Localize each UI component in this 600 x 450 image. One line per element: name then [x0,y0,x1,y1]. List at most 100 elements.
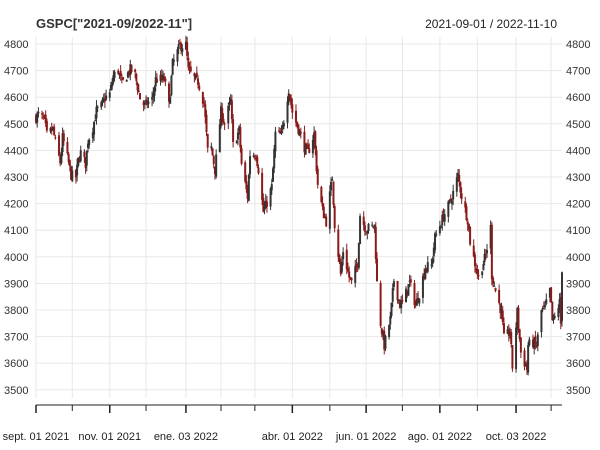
candle-body [187,57,190,68]
candle-body [232,119,235,142]
candle-body [197,78,200,85]
candle-body [177,44,180,49]
candle-body [93,121,96,135]
candle-body [483,253,486,262]
candle-body [397,300,400,302]
candle-body [74,169,77,178]
candle-body [178,42,181,44]
candle-body [186,42,189,56]
candle-body [125,79,128,82]
candle-body [339,262,342,274]
candle-body [223,123,226,125]
candle-body [558,299,561,310]
candle-body [540,310,543,332]
candle-body [43,115,46,117]
candle-body [143,103,146,105]
candle-body [314,131,317,150]
candle-body [253,157,256,159]
candle-body [438,226,441,234]
candle-body [212,156,215,165]
candle-body [59,156,62,164]
candle-body [553,316,556,318]
candle-body [383,330,386,350]
candle-body [96,106,99,108]
candle-body [41,113,44,115]
candle-body [357,243,360,268]
candle-body [279,130,282,134]
candle-body [421,275,424,298]
candle-body [159,74,162,81]
candle-body [170,75,173,95]
candle-body [188,67,191,69]
y-tick-label-right: 3800 [566,305,590,317]
candle-body [531,339,534,347]
candle-body [328,191,331,229]
candle-body [176,49,179,62]
candle-body [379,283,382,327]
candle-body [103,99,106,102]
candle-body [120,78,123,80]
candle-body [440,226,443,229]
chart-title: GSPC["2021-09/2022-11"] [36,16,192,31]
candle-body [401,299,404,302]
candle-body [86,143,89,149]
candle-body [246,188,249,199]
candle-body [130,64,133,73]
candle-body [151,97,154,100]
candle-body [331,179,334,181]
candle-body [559,296,562,324]
candle-body [321,202,324,207]
candle-body [282,123,285,127]
candle-body [222,118,225,123]
candle-body [498,289,501,304]
candle-body [534,336,537,344]
candle-body [414,304,417,306]
candle-body [441,214,444,226]
candle-body [459,182,462,193]
candle-body [91,132,94,139]
candle-body [221,108,224,121]
y-tick-label-left: 4700 [4,66,28,78]
candle-body [85,150,88,166]
candle-body [281,125,284,130]
candles-layer [35,35,563,376]
candle-body [442,214,445,221]
candle-body [100,102,103,108]
candle-body [172,59,175,62]
candle-body [450,201,453,204]
candle-body [128,71,131,75]
candle-body [77,157,80,166]
candle-body [366,231,369,233]
candle-body [425,268,428,270]
candle-body [551,301,554,321]
candle-body [447,201,450,217]
candle-body [160,74,163,79]
candle-body [153,87,156,96]
candle-body [390,302,393,317]
candle-body [180,43,183,51]
candle-body [61,133,64,153]
candle-body [492,277,495,284]
y-tick-label-left: 3800 [4,305,28,317]
candle-body [236,132,239,140]
candle-body [435,233,438,236]
candle-body [54,137,57,139]
candle-body [528,339,531,346]
candle-body [79,150,82,162]
candle-body [342,252,345,260]
candle-body [290,97,293,105]
candle-body [171,59,174,75]
y-tick-label-right: 4400 [566,145,590,157]
candle-body [466,221,469,225]
candle-body [316,168,319,185]
candle-body [330,181,333,191]
candle-body [211,148,214,156]
candle-body [525,363,528,371]
candle-body [545,299,548,304]
candle-body [346,268,349,272]
candle-body [523,350,526,367]
y-tick-label-right: 4700 [566,66,590,78]
candle-body [262,197,265,212]
candle-body [374,226,377,259]
candle-body [424,269,427,280]
